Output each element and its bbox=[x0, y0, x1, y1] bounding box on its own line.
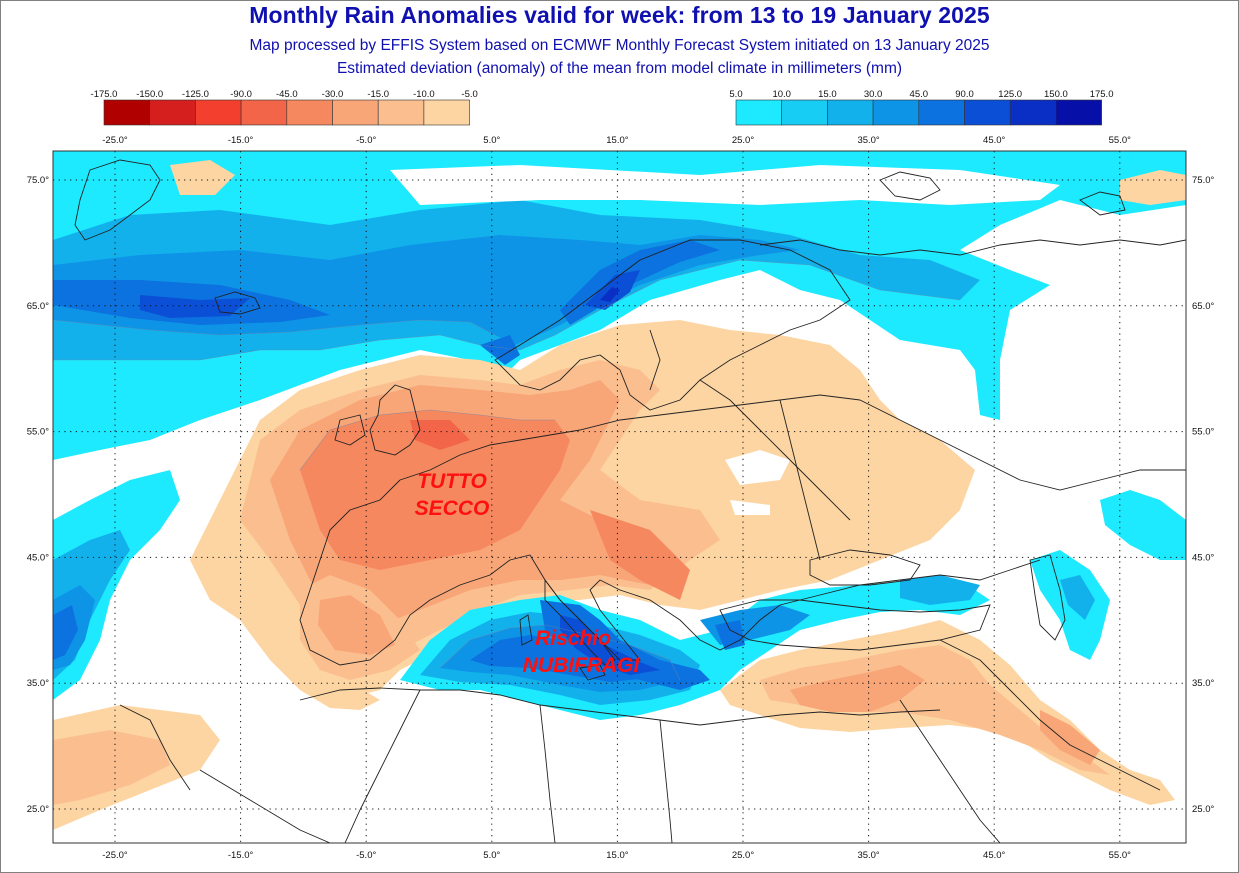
coastlines-and-borders bbox=[74, 159, 1186, 843]
latitude-label-right: 75.0° bbox=[1192, 175, 1214, 186]
legend-positive-label: 15.0 bbox=[818, 89, 837, 100]
latitude-label-left: 35.0° bbox=[27, 678, 49, 689]
legend-negative-label: -175.0 bbox=[91, 89, 118, 100]
legend-positive-label: 150.0 bbox=[1044, 89, 1068, 100]
legend-positive-label: 10.0 bbox=[772, 89, 791, 100]
contour-lines bbox=[53, 259, 961, 681]
latitude-label-left: 75.0° bbox=[27, 175, 49, 186]
legend-negative-swatch bbox=[149, 99, 196, 126]
legend-positive: 5.0 10.0 15.0 30.0 45.0 90.0 125.0 150.0 175.0 bbox=[729, 89, 1114, 126]
overlay-annotations: TUTTO SECCO Rischio NUBIFRAGI bbox=[415, 470, 641, 677]
longitude-label-top: 45.0° bbox=[983, 135, 1005, 146]
legend-negative-label: -30.0 bbox=[322, 89, 344, 100]
latitude-label-left: 65.0° bbox=[27, 301, 49, 312]
longitude-label-top: 55.0° bbox=[1109, 135, 1131, 146]
latitude-label-left: 25.0° bbox=[27, 804, 49, 815]
map-subtitle-processing: Map processed by EFFIS System based on E… bbox=[249, 37, 990, 54]
map-subtitle-units: Estimated deviation (anomaly) of the mea… bbox=[336, 60, 903, 77]
map-frame bbox=[52, 150, 1187, 844]
legend-positive-swatch bbox=[964, 99, 1011, 126]
legend-positive-swatch bbox=[918, 99, 965, 126]
legend-positive-label: 175.0 bbox=[1090, 89, 1114, 100]
legend-negative-swatch bbox=[423, 99, 470, 126]
longitude-label-top: -5.0° bbox=[356, 135, 376, 146]
legend-negative-label: -10.0 bbox=[413, 89, 435, 100]
longitude-label-bottom: 45.0° bbox=[983, 850, 1005, 861]
longitude-label-bottom: 5.0° bbox=[483, 850, 500, 861]
longitude-label-top: 5.0° bbox=[483, 135, 500, 146]
longitude-label-bottom: -5.0° bbox=[356, 850, 376, 861]
legend-negative-label: -45.0 bbox=[276, 89, 298, 100]
legend-positive-label: 90.0 bbox=[955, 89, 974, 100]
dry-anomaly-europe bbox=[190, 320, 975, 700]
legend-positive-label: 30.0 bbox=[864, 89, 883, 100]
legend-positive-swatch bbox=[735, 99, 783, 126]
latitude-label-right: 55.0° bbox=[1192, 427, 1214, 438]
legend-negative: -175.0 -150.0 -125.0 -90.0 -45.0 -30.0 -15.0 -1… bbox=[91, 89, 478, 126]
latitude-label-left: 45.0° bbox=[27, 552, 49, 563]
legend-positive-swatch bbox=[872, 99, 920, 126]
legend-positive-label: 5.0 bbox=[729, 89, 742, 100]
wet-anomaly-north-atlantic bbox=[53, 151, 1186, 460]
legend-negative-swatch bbox=[286, 99, 333, 126]
legend-positive-label: 45.0 bbox=[910, 89, 929, 100]
longitude-label-bottom: -25.0° bbox=[102, 850, 128, 861]
annotation-storm-line2: NUBIFRAGI bbox=[523, 654, 641, 677]
legend-positive-swatch bbox=[827, 99, 874, 126]
longitude-label-bottom: 35.0° bbox=[857, 850, 879, 861]
longitude-label-bottom: -15.0° bbox=[228, 850, 254, 861]
legend-negative-label: -15.0 bbox=[367, 89, 389, 100]
legend-negative-swatch bbox=[332, 99, 379, 126]
map-title: Monthly Rain Anomalies valid for week: f… bbox=[249, 2, 990, 28]
longitude-label-bottom: 15.0° bbox=[606, 850, 628, 861]
legend-negative-swatch bbox=[240, 99, 288, 126]
longitude-label-top: -15.0° bbox=[228, 135, 254, 146]
legend-negative-label: -90.0 bbox=[230, 89, 252, 100]
annotation-dry-line2: SECCO bbox=[415, 497, 490, 520]
longitude-label-top: 15.0° bbox=[606, 135, 628, 146]
legend-negative-label: -150.0 bbox=[136, 89, 163, 100]
annotation-dry-line1: TUTTO bbox=[417, 470, 487, 493]
legend-negative-swatch bbox=[377, 99, 425, 126]
annotation-storm-line1: Rischio bbox=[535, 627, 611, 650]
latitude-label-right: 45.0° bbox=[1192, 552, 1214, 563]
longitude-label-bottom: 25.0° bbox=[732, 850, 754, 861]
legend-negative-label: -125.0 bbox=[182, 89, 209, 100]
wet-anomaly-mediterranean bbox=[400, 490, 1186, 720]
longitude-label-top: -25.0° bbox=[102, 135, 128, 146]
legend-positive-label: 125.0 bbox=[998, 89, 1022, 100]
latitude-label-left: 55.0° bbox=[27, 427, 49, 438]
legend-positive-swatch bbox=[1009, 99, 1057, 126]
longitude-label-top: 35.0° bbox=[857, 135, 879, 146]
latitude-label-right: 25.0° bbox=[1192, 804, 1214, 815]
legend-positive-swatch bbox=[781, 99, 828, 126]
latitude-label-right: 35.0° bbox=[1192, 678, 1214, 689]
legend-negative-label: -5.0 bbox=[461, 89, 477, 100]
legend-positive-swatch bbox=[1055, 99, 1102, 126]
longitude-label-bottom: 55.0° bbox=[1109, 850, 1131, 861]
map-area: TUTTO SECCO Rischio NUBIFRAGI bbox=[53, 151, 1186, 843]
longitude-label-top: 25.0° bbox=[732, 135, 754, 146]
legend-negative-swatch bbox=[195, 99, 242, 126]
latitude-label-right: 65.0° bbox=[1192, 301, 1214, 312]
legend-negative-swatch bbox=[103, 99, 151, 126]
wet-anomaly-west-atlantic bbox=[53, 470, 180, 700]
graticule bbox=[53, 151, 1186, 843]
